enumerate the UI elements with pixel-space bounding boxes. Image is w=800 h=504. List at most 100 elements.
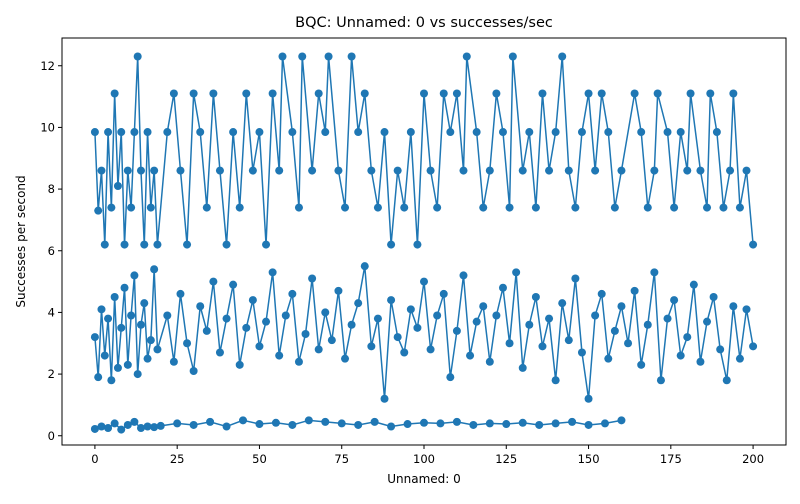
data-point: [502, 420, 511, 429]
x-axis-label: Unnamed: 0: [387, 472, 461, 486]
data-point: [406, 128, 415, 137]
data-point: [420, 277, 428, 286]
data-point: [360, 262, 369, 271]
data-point: [341, 203, 350, 212]
data-point: [545, 314, 554, 323]
data-point: [452, 417, 461, 426]
data-point: [150, 166, 159, 175]
data-point: [143, 128, 152, 137]
data-point: [308, 274, 317, 283]
x-tick-label: 0: [91, 452, 98, 466]
data-point: [571, 203, 580, 212]
data-point: [347, 320, 356, 329]
data-point: [242, 89, 251, 98]
data-point: [130, 271, 139, 280]
data-point: [535, 420, 544, 429]
data-point: [624, 339, 633, 348]
data-point: [400, 203, 409, 212]
series-line-3: [94, 266, 754, 399]
data-point: [239, 416, 247, 425]
data-point: [512, 268, 521, 277]
data-point: [209, 277, 218, 286]
data-point: [143, 422, 152, 431]
data-point: [380, 394, 389, 403]
data-point: [133, 52, 142, 61]
data-point: [324, 52, 333, 61]
data-point: [146, 203, 155, 212]
data-point: [439, 289, 448, 298]
data-point: [696, 357, 705, 366]
data-point: [143, 354, 152, 363]
data-point: [242, 323, 251, 332]
data-point: [327, 336, 336, 345]
data-point: [281, 311, 290, 320]
data-point: [472, 317, 481, 326]
data-point: [749, 240, 758, 249]
data-point: [262, 240, 271, 249]
data-point: [235, 360, 244, 369]
data-point: [568, 417, 577, 426]
data-point: [712, 128, 721, 137]
data-point: [558, 52, 567, 61]
data-point: [683, 333, 692, 342]
data-point: [591, 311, 600, 320]
data-point: [630, 286, 639, 295]
y-tick-label: 2: [48, 367, 55, 381]
x-tick-label: 75: [334, 452, 349, 466]
data-point: [146, 336, 155, 345]
data-point: [531, 203, 540, 212]
data-point: [97, 166, 106, 175]
data-point: [610, 203, 619, 212]
data-point: [255, 342, 264, 351]
x-tick-label: 25: [170, 452, 185, 466]
data-point: [100, 351, 109, 360]
data-point: [140, 240, 149, 249]
data-point: [288, 128, 297, 137]
data-point: [169, 357, 178, 366]
data-point: [150, 423, 159, 432]
data-point: [462, 52, 471, 61]
data-point: [676, 351, 685, 360]
data-point: [110, 89, 119, 98]
data-point: [637, 128, 646, 137]
data-point: [133, 370, 142, 379]
data-point: [485, 419, 494, 428]
data-point: [670, 296, 679, 305]
data-point: [268, 89, 277, 98]
data-point: [94, 206, 103, 215]
data-point: [288, 420, 297, 429]
data-point: [294, 203, 303, 212]
data-point: [656, 376, 665, 385]
data-point: [387, 240, 396, 249]
data-point: [373, 314, 382, 323]
data-point: [275, 351, 284, 360]
data-point: [127, 203, 136, 212]
data-point: [525, 320, 534, 329]
data-point: [525, 128, 534, 137]
y-axis: 0 2 4 6 8 10 12: [40, 59, 62, 443]
data-point: [127, 311, 136, 320]
data-point: [117, 425, 126, 434]
data-point: [196, 302, 205, 311]
data-point: [551, 376, 560, 385]
data-point: [215, 166, 224, 175]
data-point: [518, 166, 527, 175]
data-point: [229, 128, 238, 137]
data-point: [189, 89, 198, 98]
data-point: [104, 128, 113, 137]
data-point: [123, 420, 132, 429]
data-point: [735, 203, 744, 212]
data-point: [110, 293, 119, 301]
data-point: [459, 166, 468, 175]
data-point: [334, 166, 343, 175]
data-point: [420, 89, 428, 98]
data-point: [498, 283, 507, 292]
data-point: [202, 326, 211, 335]
data-point: [426, 345, 435, 354]
data-point: [643, 203, 652, 212]
data-point: [545, 166, 554, 175]
data-point: [120, 240, 129, 249]
data-point: [150, 265, 159, 274]
